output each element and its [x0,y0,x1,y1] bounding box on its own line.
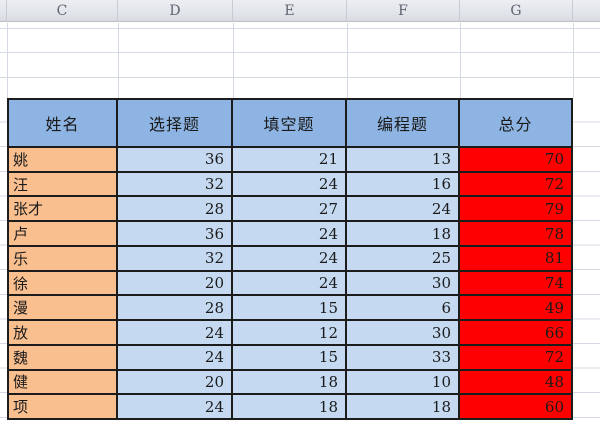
cell-name[interactable]: 项 [9,395,118,419]
cell-total[interactable]: 60 [460,395,571,419]
header-cell-name[interactable]: 姓名 [9,100,118,146]
cell-choice[interactable]: 36 [118,222,233,245]
cell-choice[interactable]: 28 [118,197,233,221]
table-row: 项 24 18 18 60 [9,395,571,419]
cell-choice[interactable]: 32 [118,172,233,196]
cell-name[interactable]: 姚 [9,148,118,171]
column-header-e[interactable]: E [233,0,347,21]
cell-name[interactable]: 徐 [9,271,118,295]
cell-total[interactable]: 72 [460,345,571,369]
cell-name[interactable]: 健 [9,370,118,394]
header-cell-total[interactable]: 总分 [460,100,571,146]
column-header-rest [573,0,600,21]
gridline-vertical [7,23,8,98]
cell-fill[interactable]: 18 [233,395,347,419]
table-row: 乐 32 24 25 81 [9,246,571,272]
table-row: 漫 28 15 6 49 [9,296,571,322]
header-cell-choice[interactable]: 选择题 [118,100,233,146]
cell-fill[interactable]: 12 [233,321,347,344]
cell-fill[interactable]: 27 [233,197,347,221]
column-header-bar: C D E F G [0,0,600,22]
cell-total[interactable]: 70 [460,148,571,171]
table-row: 徐 20 24 30 74 [9,271,571,297]
column-header-corner [0,0,7,21]
cell-choice[interactable]: 24 [118,321,233,344]
cell-name[interactable]: 魏 [9,345,118,369]
cell-program[interactable]: 24 [347,197,460,221]
cell-total[interactable]: 48 [460,370,571,394]
gridline-vertical [460,23,461,98]
header-cell-program[interactable]: 编程题 [347,100,460,146]
column-header-c[interactable]: C [7,0,118,21]
cell-total[interactable]: 74 [460,271,571,295]
table-row: 放 24 12 30 66 [9,321,571,346]
gridline-vertical [233,23,234,98]
cell-program[interactable]: 6 [347,296,460,320]
cell-choice[interactable]: 28 [118,296,233,320]
cell-total[interactable]: 79 [460,197,571,221]
cell-program[interactable]: 18 [347,395,460,419]
column-header-f[interactable]: F [347,0,460,21]
gridline-vertical [118,23,119,98]
cell-fill[interactable]: 15 [233,296,347,320]
cell-total[interactable]: 66 [460,321,571,344]
cell-fill[interactable]: 21 [233,148,347,171]
score-table-body: 姚 36 21 13 70 汪 32 24 16 72 张才 28 27 24 … [9,148,571,419]
cell-total[interactable]: 81 [460,246,571,270]
gridline-vertical [573,23,574,98]
cell-choice[interactable]: 32 [118,246,233,270]
gridline-horizontal [0,77,600,78]
cell-name[interactable]: 乐 [9,246,118,270]
column-header-g[interactable]: G [460,0,573,21]
header-cell-fill[interactable]: 填空题 [233,100,347,146]
gridline-vertical [347,23,348,98]
column-header-d[interactable]: D [118,0,233,21]
cell-total[interactable]: 72 [460,172,571,196]
cell-program[interactable]: 16 [347,172,460,196]
cell-program[interactable]: 13 [347,148,460,171]
gridline-horizontal [0,52,600,53]
cell-name[interactable]: 张才 [9,197,118,221]
cell-name[interactable]: 汪 [9,172,118,196]
cell-program[interactable]: 30 [347,321,460,344]
cell-name[interactable]: 放 [9,321,118,344]
worksheet-right-margin [573,98,600,420]
cell-program[interactable]: 30 [347,271,460,295]
cell-fill[interactable]: 15 [233,345,347,369]
cell-choice[interactable]: 24 [118,395,233,419]
table-row: 张才 28 27 24 79 [9,197,571,223]
cell-choice[interactable]: 20 [118,370,233,394]
cell-choice[interactable]: 24 [118,345,233,369]
cell-choice[interactable]: 36 [118,148,233,171]
table-row: 健 20 18 10 48 [9,370,571,396]
table-row: 魏 24 15 33 72 [9,345,571,371]
cell-total[interactable]: 49 [460,296,571,320]
worksheet-left-margin [0,98,7,420]
cell-choice[interactable]: 20 [118,271,233,295]
cell-name[interactable]: 漫 [9,296,118,320]
cell-program[interactable]: 10 [347,370,460,394]
cell-name[interactable]: 卢 [9,222,118,245]
table-row: 姚 36 21 13 70 [9,148,571,173]
table-row: 卢 36 24 18 78 [9,222,571,247]
cell-fill[interactable]: 18 [233,370,347,394]
table-row: 汪 32 24 16 72 [9,172,571,198]
score-table-header: 姓名 选择题 填空题 编程题 总分 [9,100,571,148]
cell-fill[interactable]: 24 [233,246,347,270]
cell-fill[interactable]: 24 [233,172,347,196]
cell-fill[interactable]: 24 [233,271,347,295]
cell-program[interactable]: 18 [347,222,460,245]
cell-program[interactable]: 33 [347,345,460,369]
cell-fill[interactable]: 24 [233,222,347,245]
cell-program[interactable]: 25 [347,246,460,270]
score-table: 姓名 选择题 填空题 编程题 总分 姚 36 21 13 70 汪 32 24 … [7,98,573,420]
gridline-horizontal [0,28,600,29]
cell-total[interactable]: 78 [460,222,571,245]
